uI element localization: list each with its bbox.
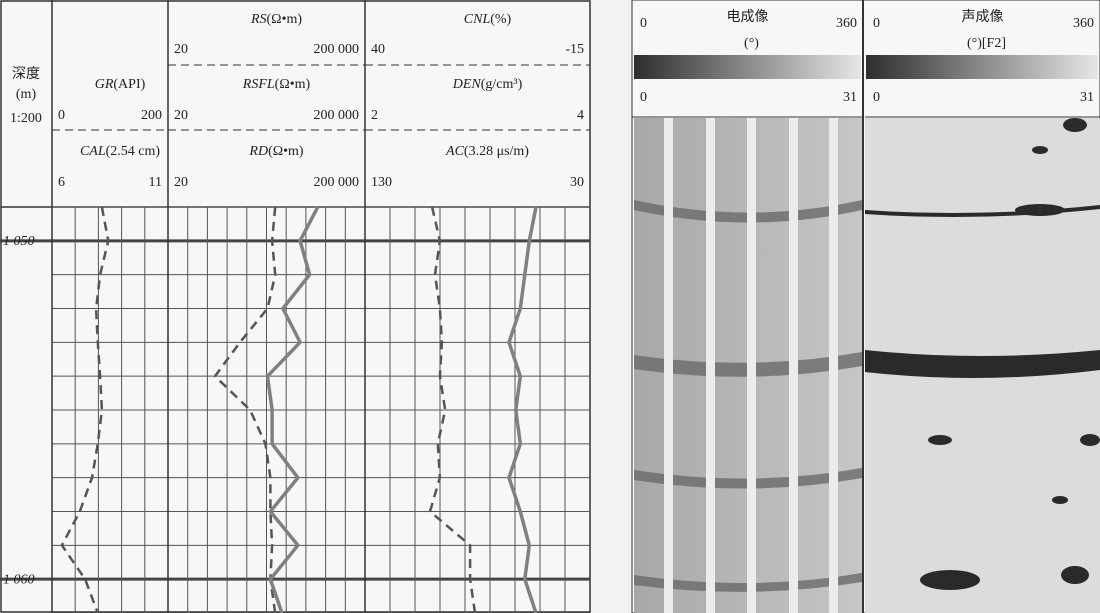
curve-header: RSFL(Ω•m) [242,77,311,92]
curve-unit: (2.54 cm) [106,144,161,159]
scale-label: 200 [141,108,162,123]
scale-label: 200 000 [314,108,360,123]
curve-name: DEN [452,77,482,92]
colorbar-min: 0 [873,90,880,105]
curve-unit: (Ω•m) [275,77,311,92]
colorbar-min: 0 [640,90,647,105]
image-title: 声成像 [962,9,1004,25]
scale-label: -15 [565,42,584,57]
curve-name: AC [445,144,465,159]
log-curve [60,206,110,613]
scale-label: 20 [174,42,188,57]
scale-label: 40 [371,42,385,57]
curve-header: CAL(2.54 cm) [80,144,160,159]
scale-label: 11 [149,175,162,190]
scale-label: 20 [174,108,188,123]
depth-scale: 1:200 [10,111,42,126]
curve-header: RS(Ω•m) [250,12,302,27]
log-curve [428,206,477,613]
scale-label: 200 000 [314,42,360,57]
depth-unit: (m) [16,87,37,102]
depth-title: 深度 [12,66,40,82]
scale-label: 200 000 [314,175,360,190]
curve-unit: (%) [490,12,511,27]
curve-unit: (Ω•m) [268,144,304,159]
curve-header: GR(API) [95,77,146,92]
curve-name: RSFL [242,77,275,92]
log-curve [265,206,320,613]
curve-header: CNL(%) [464,12,512,27]
scale-label: 30 [570,175,584,190]
curve-name: GR [95,77,114,92]
curve-header: RD(Ω•m) [248,144,304,159]
colorbar-max: 31 [843,90,857,105]
image-panel [631,0,1100,613]
image-scale-min: 0 [640,16,647,31]
image-scale-max: 360 [1073,16,1094,31]
log-curve [213,206,277,613]
curve-name: RS [250,12,267,27]
curve-unit: (g/cm³) [481,77,523,92]
scale-label: 0 [58,108,65,123]
curve-name: CAL [80,144,106,159]
image-unit: (°)[F2] [967,36,1006,51]
scale-label: 4 [577,108,584,123]
curve-name: RD [248,144,268,159]
depth-tick-label: 1 060 [3,572,35,587]
frame [0,0,591,613]
curve-header: DEN(g/cm³) [452,77,523,92]
image-scale-min: 0 [873,16,880,31]
scale-label: 20 [174,175,188,190]
image-headers: 电成像 (°) 0 360 0 31 声成像 (°)[F2] 0 360 0 31 [632,9,1100,118]
image-unit: (°) [744,36,759,51]
curve-header: AC(3.28 μs/m) [445,144,529,159]
scale-label: 130 [371,175,392,190]
log-curve [507,206,538,613]
curve-unit: (Ω•m) [267,12,303,27]
depth-tick-label: 1 050 [3,234,35,249]
curve-unit: (API) [113,77,145,92]
log-chart: 深度 (m) 1:200 1 050 1 060 GR(API) 0 200 CAL(2.54 … [0,0,591,613]
image-title: 电成像 [727,9,769,25]
curve-unit: (3.28 μs/m) [464,144,529,159]
image-scale-max: 360 [836,16,857,31]
colorbar-max: 31 [1080,90,1094,105]
curve-name: CNL [464,12,491,27]
scale-label: 2 [371,108,378,123]
scale-label: 6 [58,175,65,190]
